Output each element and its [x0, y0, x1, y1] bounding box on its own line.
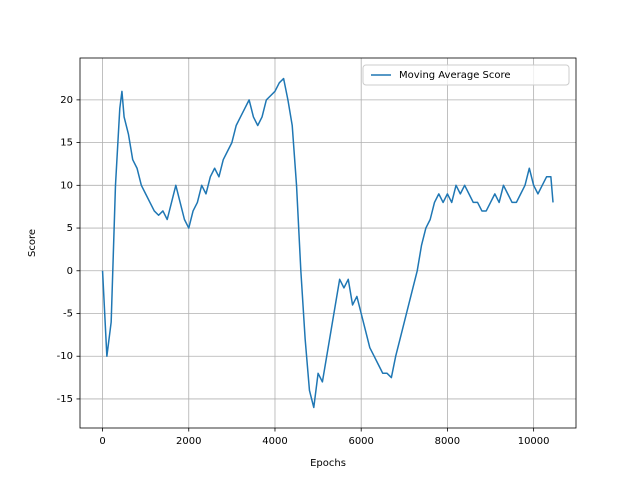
x-tick-label: 2000 — [176, 436, 201, 447]
y-tick-label: 15 — [60, 138, 73, 149]
y-tick-label: 5 — [67, 223, 73, 234]
legend-label: Moving Average Score — [399, 70, 511, 81]
y-tick-label: 0 — [67, 266, 73, 277]
data-line — [101, 77, 554, 409]
x-axis-label: Epochs — [310, 458, 346, 469]
axes-frame — [79, 57, 577, 429]
y-tick-label: -15 — [57, 394, 73, 405]
x-tick-label: 6000 — [348, 436, 373, 447]
x-tick-label: 10000 — [518, 436, 550, 447]
y-axis-label: Score — [27, 229, 38, 257]
x-tick-label: 4000 — [262, 436, 287, 447]
x-tick-label: 0 — [99, 436, 105, 447]
y-tick-label: 10 — [60, 180, 73, 191]
y-tick-label: 20 — [60, 95, 73, 106]
y-tick-label: -5 — [63, 308, 73, 319]
legend-box — [362, 64, 570, 86]
x-tick-label: 8000 — [435, 436, 460, 447]
y-tick-label: -10 — [57, 351, 73, 362]
